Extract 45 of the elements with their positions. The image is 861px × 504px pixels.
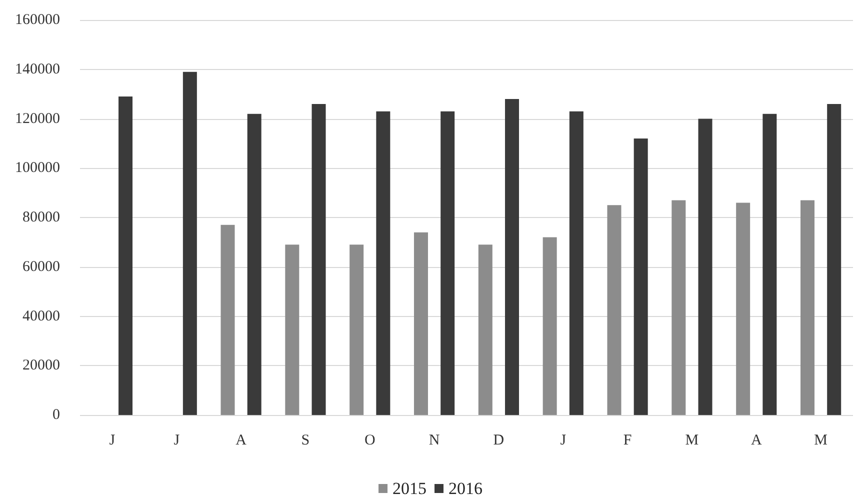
y-tick-label: 140000 (15, 61, 60, 78)
bar (634, 138, 648, 415)
legend-label: 2016 (448, 479, 482, 498)
x-tick-label: A (236, 432, 247, 448)
x-tick-label: M (685, 432, 699, 448)
y-tick-label: 100000 (15, 160, 60, 176)
bar (350, 244, 364, 415)
bar (505, 99, 520, 415)
x-tick-label: O (364, 432, 376, 448)
bar (182, 72, 197, 415)
y-tick-label: 0 (52, 407, 60, 423)
y-tick-label: 120000 (15, 110, 60, 127)
y-tick-label: 60000 (22, 258, 60, 275)
bar (672, 200, 686, 415)
bar (376, 111, 390, 415)
y-tick-label: 40000 (22, 308, 60, 324)
x-tick-label: A (750, 432, 762, 448)
bar (542, 237, 557, 415)
y-tick-label: 20000 (22, 358, 60, 374)
bar (827, 104, 842, 415)
bar (285, 244, 300, 415)
bar (312, 104, 326, 415)
bar (440, 111, 455, 415)
bar (247, 114, 262, 415)
bar (118, 96, 133, 415)
bar (800, 200, 814, 415)
x-tick-label: D (493, 432, 504, 448)
bar (414, 232, 428, 415)
legend-label: 2015 (392, 479, 426, 498)
x-tick-label: J (109, 432, 116, 448)
bar (569, 111, 584, 415)
bar (607, 205, 622, 415)
bar (478, 244, 492, 415)
bar (762, 114, 777, 415)
x-tick-label: N (428, 432, 440, 448)
y-tick-label: 160000 (15, 12, 60, 28)
x-tick-label: J (560, 432, 566, 448)
bar (736, 202, 750, 415)
x-tick-label: J (174, 432, 180, 448)
y-tick-label: 80000 (22, 210, 60, 226)
bar (220, 224, 235, 415)
x-tick-label: M (814, 432, 828, 448)
x-tick-label: S (301, 432, 310, 448)
x-tick-label: F (623, 432, 632, 448)
bar (698, 118, 712, 415)
